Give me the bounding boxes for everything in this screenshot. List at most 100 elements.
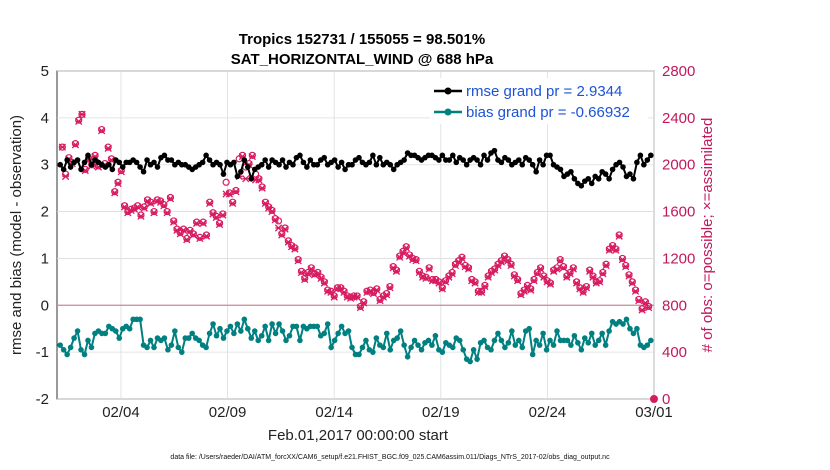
- bias-point: [328, 344, 334, 351]
- obs-assimilated-marker: [477, 288, 486, 297]
- rmse-point: [373, 161, 380, 168]
- obs-assimilated-marker: [625, 272, 633, 280]
- rmse-point: [595, 175, 602, 182]
- obs-possible-marker: [425, 264, 433, 272]
- rmse-point: [356, 154, 362, 161]
- x-tick-label: 02/09: [209, 404, 247, 421]
- obs-possible-marker: [566, 268, 574, 277]
- bias-point: [279, 328, 286, 334]
- bias-point: [592, 342, 599, 348]
- rmse-point: [265, 164, 272, 170]
- obs-assimilated-marker: [546, 280, 555, 288]
- bias-point: [397, 328, 404, 334]
- obs-possible-marker: [481, 281, 489, 289]
- obs-assimilated-marker: [635, 296, 643, 305]
- rmse-point: [634, 159, 640, 166]
- rmse-point: [279, 157, 286, 163]
- obs-assimilated-marker: [219, 211, 227, 219]
- rmse-point: [220, 171, 227, 177]
- obs-assimilated-marker: [382, 291, 391, 299]
- obs-assimilated-marker: [297, 268, 306, 277]
- left-tick-label: 2: [41, 204, 49, 221]
- obs-assimilated-marker: [556, 257, 564, 265]
- obs-assimilated-marker: [268, 207, 276, 216]
- rmse-point: [78, 166, 84, 173]
- obs-assimilated-marker: [566, 269, 574, 278]
- obs-assimilated-marker: [504, 257, 512, 265]
- bias-point: [74, 328, 81, 334]
- bias-point: [265, 337, 272, 344]
- bias-point: [425, 337, 432, 344]
- legend-rmse-marker: [444, 87, 452, 95]
- rmse-point: [300, 159, 307, 166]
- x-tick-label: 02/24: [529, 404, 567, 421]
- obs-possible-marker: [199, 218, 207, 226]
- bias-point: [255, 337, 262, 344]
- obs-possible-marker: [356, 302, 365, 311]
- bias-point: [210, 321, 216, 327]
- obs-assimilated-marker: [104, 144, 112, 152]
- bias-point: [401, 342, 407, 348]
- bias-point: [373, 335, 380, 341]
- obs-possible-marker: [153, 196, 161, 204]
- rmse-point: [529, 161, 536, 168]
- obs-possible-marker: [635, 295, 643, 304]
- obs-assimilated-marker: [307, 265, 315, 273]
- obs-possible-marker: [281, 224, 289, 232]
- bias-point: [85, 337, 91, 344]
- obs-assimilated-marker: [386, 284, 394, 292]
- bias-point: [505, 339, 512, 346]
- obs-assimilated-marker: [170, 218, 178, 226]
- rmse-point: [606, 175, 612, 182]
- rmse-point: [641, 161, 647, 168]
- obs-assimilated-marker: [615, 232, 623, 240]
- obs-assimilated-marker: [232, 187, 240, 196]
- data-file-footnote: data file: /Users/raeder/DAI/ATM_forcXX/…: [170, 454, 610, 461]
- rmse-point: [505, 157, 512, 163]
- rmse-point: [370, 152, 376, 159]
- obs-assimilated-marker: [340, 288, 348, 297]
- obs-possible-marker: [150, 207, 158, 216]
- bias-point: [102, 330, 109, 337]
- obs-assimilated-marker: [134, 203, 142, 211]
- bias-point: [519, 344, 526, 351]
- rmse-point: [571, 175, 578, 182]
- legend-rmse-label: rmse grand pr = 2.9344: [466, 83, 622, 100]
- obs-assimilated-marker: [553, 265, 561, 273]
- obs-assimilated-marker: [612, 246, 620, 254]
- rmse-point: [568, 168, 574, 175]
- bias-point: [178, 349, 185, 355]
- rmse-point: [484, 157, 491, 163]
- bias-point: [380, 344, 387, 351]
- bias-point: [220, 335, 227, 341]
- obs-possible-marker: [189, 230, 197, 238]
- obs-possible-marker: [612, 245, 620, 253]
- obs-assimilated-marker: [183, 236, 191, 244]
- obs-assimilated-marker: [638, 306, 646, 314]
- obs-possible-marker: [202, 231, 211, 239]
- obs-assimilated-marker: [212, 213, 220, 222]
- bias-point: [543, 347, 550, 353]
- obs-assimilated-marker: [595, 278, 604, 286]
- obs-assimilated-marker: [75, 117, 83, 126]
- obs-assimilated-marker: [458, 254, 466, 263]
- obs-assimilated-marker: [586, 267, 594, 275]
- bias-point: [547, 337, 553, 344]
- obs-assimilated-marker: [510, 272, 519, 280]
- bias-point: [227, 323, 234, 330]
- left-tick-label: -2: [36, 391, 49, 408]
- obs-assimilated-marker: [196, 234, 204, 243]
- bias-point: [161, 335, 168, 341]
- bias-point: [231, 330, 237, 337]
- obs-possible-marker: [114, 178, 122, 186]
- obs-possible-marker: [324, 286, 332, 294]
- rmse-series: [57, 147, 654, 189]
- rmse-point: [401, 157, 407, 163]
- bias-point: [314, 323, 321, 330]
- bias-point: [515, 337, 522, 344]
- obs-assimilated-marker: [422, 274, 430, 283]
- bias-point: [112, 328, 119, 334]
- rmse-point: [533, 168, 539, 175]
- bias-point: [116, 335, 123, 341]
- obs-assimilated-marker: [425, 265, 433, 273]
